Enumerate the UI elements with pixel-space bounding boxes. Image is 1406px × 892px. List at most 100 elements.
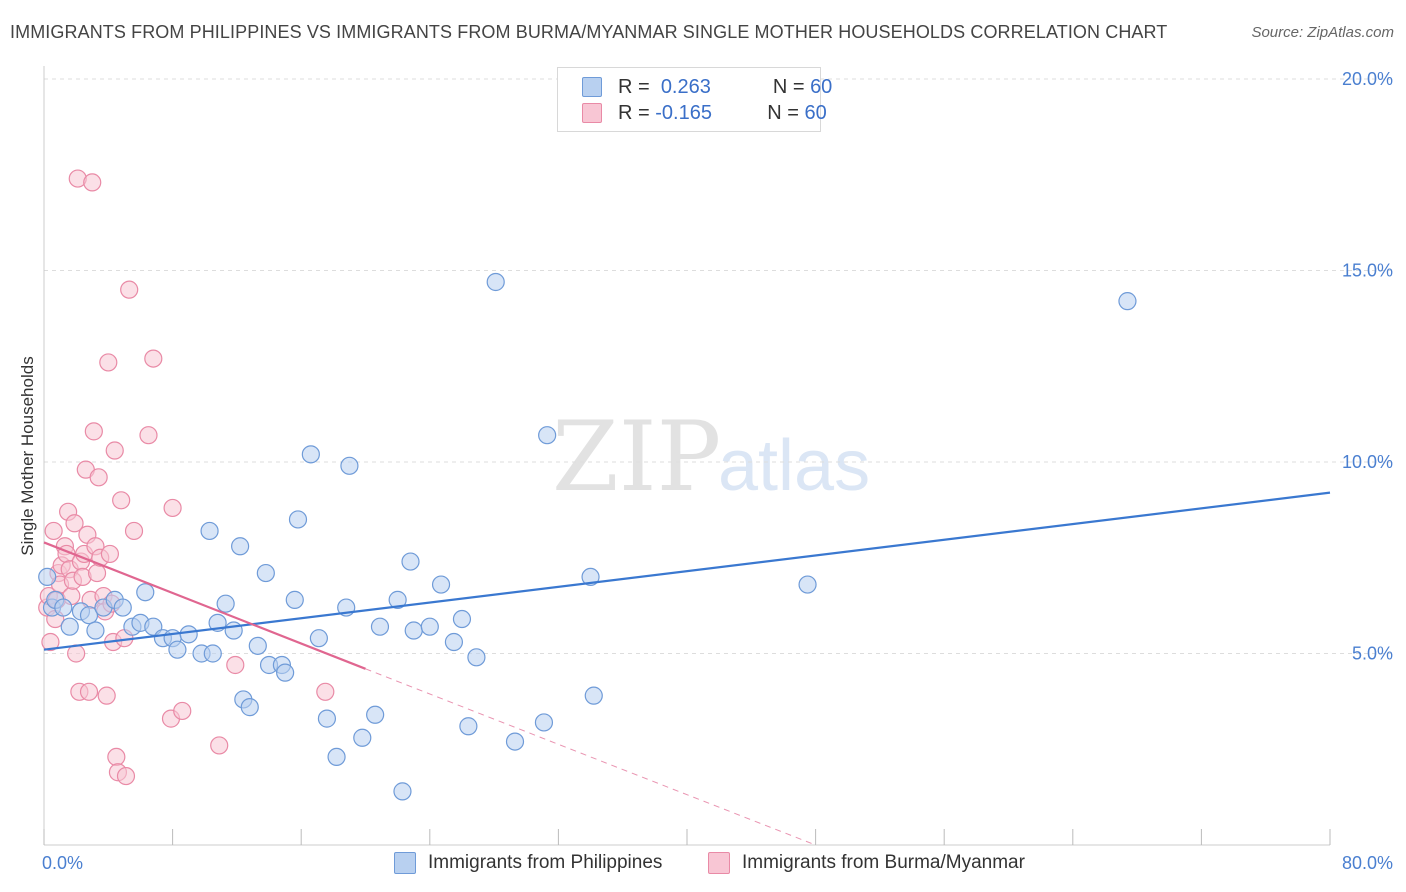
legend-row-burma: R = -0.165 N = 60 xyxy=(582,101,827,125)
philippines-point xyxy=(224,621,243,640)
philippines-point xyxy=(798,575,817,594)
legend-n-value: 60 xyxy=(810,75,833,98)
burma-point xyxy=(87,563,107,583)
burma-point xyxy=(163,498,182,518)
philippines-point xyxy=(79,606,99,625)
burma-point xyxy=(83,173,102,192)
burma-point xyxy=(144,349,163,368)
legend-row-philippines: R = 0.263 N = 60 xyxy=(582,75,832,99)
philippines-point xyxy=(240,698,259,717)
philippines-point xyxy=(113,598,132,617)
philippines-point xyxy=(216,594,235,613)
philippines-point xyxy=(459,717,478,736)
philippines-point xyxy=(288,510,308,529)
burma-point xyxy=(107,747,126,767)
philippines-point xyxy=(248,636,267,655)
philippines-point xyxy=(467,648,486,667)
y-tick-label: 5.0% xyxy=(1352,644,1393,664)
burma-trend-extension xyxy=(365,668,816,846)
burma-point xyxy=(99,353,118,372)
burma-point xyxy=(79,682,99,701)
burma-point xyxy=(173,701,192,721)
series-legend: Immigrants from Philippines Immigrants f… xyxy=(0,852,1406,878)
burma-point xyxy=(41,632,60,652)
legend-label-burma: Immigrants from Burma/Myanmar xyxy=(742,852,1025,873)
legend-item-burma: Immigrants from Burma/Myanmar xyxy=(708,852,1025,874)
legend-label-philippines: Immigrants from Philippines xyxy=(428,852,663,873)
philippines-point xyxy=(231,537,250,556)
philippines-point xyxy=(505,732,525,751)
burma-point xyxy=(124,521,144,541)
burma-point xyxy=(105,441,124,460)
burma-point xyxy=(139,426,158,445)
philippines-point xyxy=(38,567,57,587)
philippines-point xyxy=(538,426,557,445)
chart-title: IMMIGRANTS FROM PHILIPPINES VS IMMIGRANT… xyxy=(10,22,1168,42)
philippines-point xyxy=(200,521,219,541)
x-axis xyxy=(43,66,1331,846)
watermark-atlas: atlas xyxy=(718,426,870,506)
burma-point xyxy=(44,521,63,541)
philippines-point xyxy=(203,644,222,663)
philippines-point xyxy=(256,563,275,583)
philippines-point xyxy=(1118,292,1137,311)
burma-point xyxy=(97,686,116,705)
philippines-point xyxy=(404,621,423,640)
philippines-point xyxy=(54,598,73,617)
burma-point xyxy=(316,682,335,701)
philippines-point xyxy=(353,728,372,747)
legend-n-label: N = xyxy=(767,101,799,124)
legend-r-label: R = xyxy=(618,75,650,98)
y-tick-label: 10.0% xyxy=(1342,452,1393,472)
burma-myanmar-points xyxy=(38,169,335,786)
burma-point xyxy=(89,468,108,487)
philippines-point xyxy=(581,567,600,587)
philippines-point xyxy=(486,272,505,292)
burma-point xyxy=(120,280,139,299)
philippines-point xyxy=(534,713,554,732)
source-label: Source: ZipAtlas.com xyxy=(1251,24,1394,41)
philippines-point xyxy=(327,747,346,767)
philippines-points xyxy=(38,272,1137,801)
philippines-point xyxy=(420,617,439,636)
philippines-point xyxy=(452,609,472,629)
y-tick-labels: 5.0% 10.0% 15.0% 20.0% xyxy=(1342,69,1393,664)
pink-swatch-icon xyxy=(582,103,602,123)
philippines-trend-line xyxy=(43,491,1331,651)
burma-point xyxy=(112,491,131,510)
philippines-point xyxy=(60,617,79,636)
philippines-point xyxy=(86,621,105,640)
philippines-point xyxy=(444,632,464,652)
burma-point xyxy=(116,766,136,786)
blue-swatch-icon xyxy=(582,77,602,97)
x-tick-label-max: 80.0% xyxy=(1342,853,1393,873)
y-tick-label: 20.0% xyxy=(1342,69,1393,89)
legend-r-value: -0.165 xyxy=(655,101,712,124)
legend-item-philippines: Immigrants from Philippines xyxy=(394,852,662,874)
burma-trend-line xyxy=(43,541,366,670)
x-tick-label-min: 0.0% xyxy=(42,853,83,873)
philippines-point xyxy=(276,663,295,682)
philippines-point xyxy=(366,705,385,724)
philippines-point xyxy=(309,629,328,648)
philippines-point xyxy=(388,590,407,609)
burma-point xyxy=(226,655,245,675)
philippines-point xyxy=(370,617,390,636)
trend-lines xyxy=(43,491,1331,846)
correlation-legend: R = 0.263 N = 60 R = -0.165 N = 60 xyxy=(557,67,832,132)
burma-point xyxy=(210,736,229,755)
pink-swatch-icon xyxy=(708,852,730,874)
philippines-point xyxy=(401,552,420,571)
philippines-point xyxy=(393,782,412,801)
philippines-point xyxy=(179,625,198,644)
philippines-point xyxy=(136,583,155,602)
legend-n-label: N = xyxy=(772,75,805,98)
philippines-point xyxy=(301,445,320,464)
legend-r-value: 0.263 xyxy=(660,75,711,98)
legend-n-value: 60 xyxy=(804,101,827,124)
philippines-point xyxy=(340,456,359,475)
philippines-point xyxy=(285,590,304,609)
watermark-zip: ZIP xyxy=(552,401,721,513)
y-tick-label: 15.0% xyxy=(1342,261,1393,281)
